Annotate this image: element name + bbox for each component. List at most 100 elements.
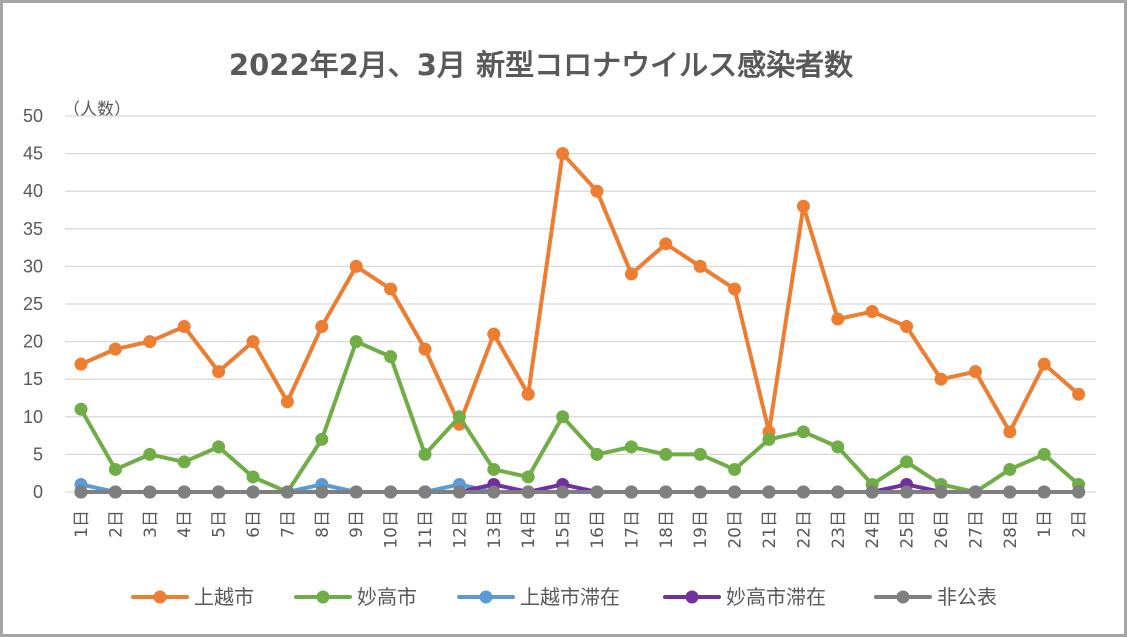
data-point (280, 395, 294, 409)
x-tick-label: 1日 (72, 510, 92, 538)
data-point (108, 485, 122, 499)
data-point (177, 320, 191, 334)
legend-item: 妙高市滞在 (663, 585, 826, 609)
x-tick-label: 10日 (382, 510, 402, 549)
data-point (900, 320, 914, 334)
data-point (108, 462, 122, 476)
data-point (487, 485, 501, 499)
data-point (315, 432, 329, 446)
data-point (384, 485, 398, 499)
legend-item: 上越市滞在 (457, 585, 620, 609)
data-point (487, 327, 501, 341)
data-point (762, 485, 776, 499)
data-point (900, 485, 914, 499)
x-tick-label: 12日 (450, 510, 470, 549)
data-point (968, 365, 982, 379)
data-point (1037, 485, 1051, 499)
data-point (865, 485, 879, 499)
data-point (418, 342, 432, 356)
legend-item: 上越市 (131, 585, 254, 609)
data-point (796, 425, 810, 439)
data-point (1037, 447, 1051, 461)
data-point (659, 485, 673, 499)
legend: 上越市 妙高市 上越市滞在 妙高市滞在 非公表 (131, 585, 997, 609)
y-tick-label: 25 (23, 294, 43, 314)
legend-item: 妙高市 (294, 585, 417, 609)
legend-label: 上越市 (194, 585, 254, 609)
legend-label: 非公表 (937, 585, 997, 609)
x-tick-label: 11日 (416, 510, 436, 549)
data-point (968, 485, 982, 499)
data-point (900, 455, 914, 469)
data-point (384, 350, 398, 364)
x-tick-label: 3日 (141, 510, 161, 538)
data-point (1072, 387, 1086, 401)
x-tick-label: 21日 (760, 510, 780, 549)
data-point (590, 485, 604, 499)
x-tick-label: 13日 (485, 510, 505, 549)
y-tick-label: 30 (23, 256, 43, 276)
y-tick-label: 35 (23, 219, 43, 239)
data-point (728, 462, 742, 476)
chart-title: 2022年2月、3月 新型コロナウイルス感染者数 (229, 48, 854, 82)
data-point (108, 342, 122, 356)
data-point (556, 147, 570, 161)
data-point (590, 184, 604, 198)
x-tick-label: 24日 (863, 510, 883, 549)
series-line (79, 151, 1081, 434)
y-tick-label: 50 (23, 106, 43, 126)
x-tick-label: 2日 (1070, 510, 1090, 538)
data-point (349, 485, 363, 499)
legend-item: 非公表 (874, 585, 997, 609)
legend-marker (896, 590, 910, 604)
legend-marker (316, 590, 330, 604)
data-point (74, 485, 88, 499)
legend-marker (153, 590, 167, 604)
legend-marker (479, 590, 493, 604)
x-tick-label: 19日 (691, 510, 711, 549)
x-tick-label: 7日 (278, 510, 298, 538)
y-axis-unit-label: （人数） (63, 100, 131, 120)
data-point (315, 320, 329, 334)
data-point (831, 312, 845, 326)
data-point (1003, 462, 1017, 476)
data-point (1003, 485, 1017, 499)
x-tick-label: 23日 (829, 510, 849, 549)
x-tick-label: 14日 (519, 510, 539, 549)
data-point (659, 447, 673, 461)
gridlines (65, 115, 1096, 493)
data-point (143, 485, 157, 499)
data-point (143, 335, 157, 349)
series-4 (74, 485, 1086, 499)
data-point (693, 447, 707, 461)
data-point (693, 485, 707, 499)
x-axis-ticks: 1日 2日 3日 4日 5日 6日 7日 8日 9日 10日 11日 12日 13日 14日 15日 16日 1… (72, 510, 1090, 549)
x-tick-label: 17日 (622, 510, 642, 549)
data-point (1003, 425, 1017, 439)
x-tick-label: 16日 (588, 510, 608, 549)
x-tick-label: 9日 (347, 510, 367, 538)
data-point (418, 447, 432, 461)
data-point (418, 485, 432, 499)
data-point (349, 259, 363, 273)
x-tick-label: 5日 (210, 510, 230, 538)
data-point (74, 357, 88, 371)
y-tick-label: 40 (23, 181, 43, 201)
x-tick-label: 26日 (932, 510, 952, 549)
data-point (212, 365, 226, 379)
legend-label: 妙高市滞在 (726, 585, 826, 609)
y-tick-label: 10 (23, 407, 43, 427)
data-point (246, 485, 260, 499)
data-point (212, 485, 226, 499)
data-point (246, 470, 260, 484)
x-tick-label: 28日 (1001, 510, 1021, 549)
series-layer (74, 147, 1086, 499)
data-point (831, 440, 845, 454)
data-point (728, 485, 742, 499)
data-point (521, 485, 535, 499)
data-point (796, 485, 810, 499)
data-point (762, 432, 776, 446)
legend-label: 妙高市 (357, 585, 417, 609)
data-point (831, 485, 845, 499)
